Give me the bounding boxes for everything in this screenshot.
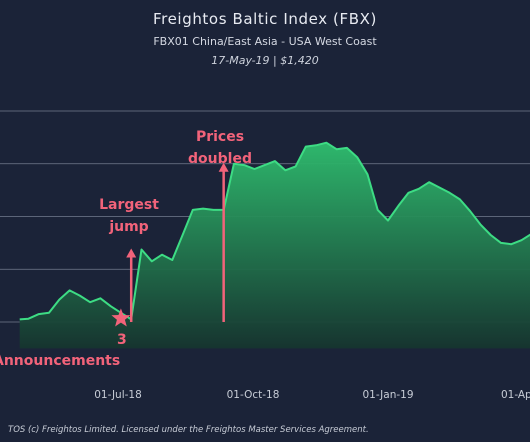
point-label: 17-May-19 | $1,420 [211, 54, 319, 67]
annotation-largest-jump-arrow-head [126, 248, 137, 258]
annotation-prices-doubled-arrow-head [218, 162, 229, 172]
annotation-prices-doubled-line-0: Prices [196, 129, 244, 145]
chart-subtitle: FBX01 China/East Asia - USA West Coast [153, 35, 377, 48]
x-tick-label-2: 01-Oct-18 [227, 389, 280, 401]
series-line [19, 141, 530, 321]
x-tick-label-1: 01-Jul-18 [94, 389, 142, 401]
x-tick-label-4: 01-Apr- [501, 389, 530, 401]
annotation-largest-jump-line-0: Largest [99, 197, 159, 213]
annotation-announcements-line-1: Announcements [0, 353, 120, 369]
series-area [19, 142, 530, 349]
x-tick-label-3: 01-Jan-19 [362, 389, 413, 401]
annotation-announcements-line-0: 3 [117, 332, 127, 348]
chart-title: Freightos Baltic Index (FBX) [153, 10, 377, 28]
star-icon [111, 308, 131, 327]
annotation-prices-doubled-line-1: doubled [188, 151, 252, 167]
chart-footer: TOS (c) Freightos Limited. Licensed unde… [8, 425, 369, 435]
annotation-largest-jump-line-1: jump [108, 219, 148, 235]
